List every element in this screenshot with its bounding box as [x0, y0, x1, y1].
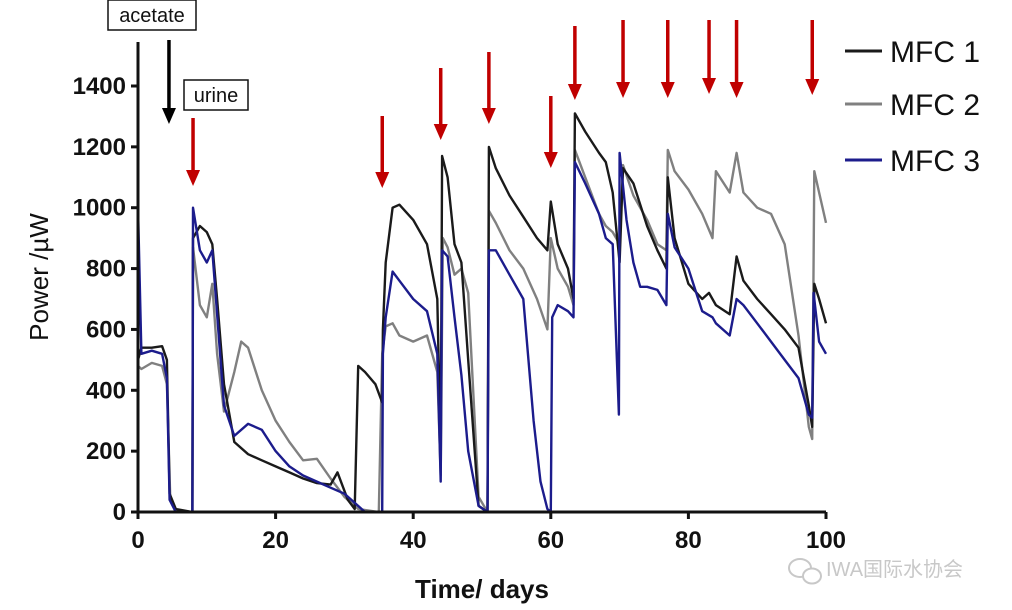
- urine-arrow: [543, 96, 558, 168]
- urine-arrow: [481, 52, 496, 124]
- x-tick-label: 60: [537, 527, 564, 554]
- series-line-mfc2: [137, 148, 828, 514]
- acetate-annotation: acetate: [107, 0, 197, 31]
- urine-label: urine: [194, 85, 238, 107]
- y-axis-title: Power /µW: [24, 213, 54, 341]
- urine-arrow: [729, 20, 744, 98]
- series-line-mfc3: [136, 151, 828, 514]
- legend-label-mfc3: MFC 3: [890, 145, 980, 178]
- x-axis-title: Time/ days: [415, 574, 549, 604]
- acetate-label: acetate: [119, 5, 185, 27]
- acetate-arrow: [161, 40, 176, 124]
- x-tick-label: 0: [131, 527, 144, 554]
- y-tick-label: 800: [86, 256, 126, 283]
- y-tick-label: 200: [86, 438, 126, 465]
- urine-arrow: [616, 20, 631, 98]
- acetate-label-box: [107, 0, 197, 31]
- urine-arrow: [186, 118, 201, 186]
- x-tick-label: 80: [675, 527, 702, 554]
- x-tick-label: 20: [262, 527, 289, 554]
- y-tick-label: 600: [86, 316, 126, 343]
- y-tick-label: 0: [113, 499, 126, 526]
- urine-arrow: [375, 116, 390, 188]
- plot-area: [136, 112, 828, 514]
- urine-arrow: [805, 20, 820, 95]
- x-tick-label: 40: [400, 527, 427, 554]
- legend-label-mfc1: MFC 1: [890, 36, 980, 69]
- series-line-mfc1: [136, 112, 828, 514]
- dosing-arrows: [161, 20, 820, 188]
- urine-arrow: [702, 20, 717, 94]
- urine-arrow: [433, 68, 448, 140]
- urine-annotation: urine: [183, 79, 249, 111]
- y-tick-label: 1400: [73, 73, 126, 100]
- legend: MFC 1 MFC 2 MFC 3: [845, 36, 980, 178]
- x-tick-label: 100: [806, 527, 846, 554]
- urine-label-box: [183, 79, 249, 111]
- y-tick-label: 1200: [73, 134, 126, 161]
- axis-ticks: 0 200 400 600 800 1000 1200 1400 0 20 40 60 80 100: [73, 73, 846, 554]
- urine-arrow: [660, 20, 675, 98]
- watermark: IWA国际水协会: [788, 558, 963, 585]
- y-tick-label: 1000: [73, 195, 126, 222]
- legend-label-mfc2: MFC 2: [890, 89, 980, 122]
- urine-arrow: [567, 26, 582, 100]
- watermark-text: IWA国际水协会: [826, 558, 963, 581]
- wechat-icon: [788, 558, 822, 585]
- y-tick-label: 400: [86, 377, 126, 404]
